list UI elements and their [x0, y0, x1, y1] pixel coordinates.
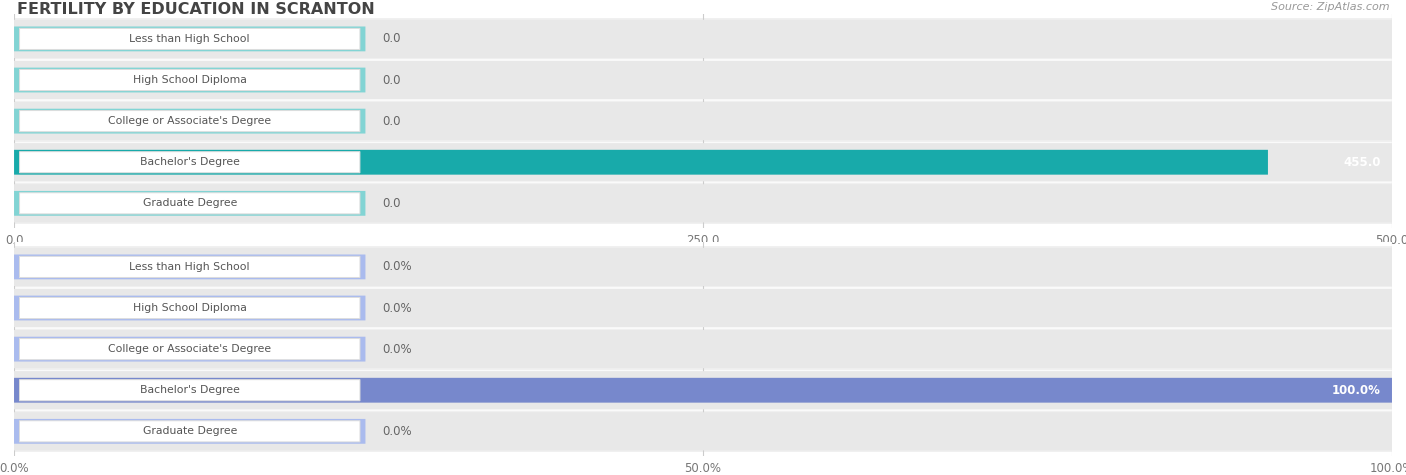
FancyBboxPatch shape [14, 184, 1392, 222]
Text: 455.0: 455.0 [1343, 156, 1381, 169]
Bar [14, 183, 1392, 224]
FancyBboxPatch shape [14, 102, 1392, 140]
FancyBboxPatch shape [20, 256, 360, 277]
FancyBboxPatch shape [14, 412, 1392, 450]
Bar [14, 287, 1392, 329]
Bar [14, 370, 1392, 411]
FancyBboxPatch shape [14, 371, 1392, 409]
Text: 0.0%: 0.0% [382, 425, 412, 438]
FancyBboxPatch shape [20, 421, 360, 442]
Text: FERTILITY BY EDUCATION IN SCRANTON: FERTILITY BY EDUCATION IN SCRANTON [17, 2, 374, 18]
FancyBboxPatch shape [20, 111, 360, 132]
FancyBboxPatch shape [14, 67, 366, 93]
FancyBboxPatch shape [14, 248, 1392, 286]
FancyBboxPatch shape [14, 191, 366, 216]
FancyBboxPatch shape [20, 152, 360, 173]
FancyBboxPatch shape [14, 419, 366, 444]
FancyBboxPatch shape [20, 193, 360, 214]
FancyBboxPatch shape [20, 339, 360, 360]
Text: Bachelor's Degree: Bachelor's Degree [139, 385, 239, 395]
FancyBboxPatch shape [14, 289, 1392, 327]
Text: College or Associate's Degree: College or Associate's Degree [108, 344, 271, 354]
Text: 100.0%: 100.0% [1331, 384, 1381, 397]
Text: 0.0: 0.0 [382, 197, 401, 210]
Text: 0.0: 0.0 [382, 32, 401, 46]
FancyBboxPatch shape [14, 20, 1392, 58]
FancyBboxPatch shape [14, 295, 366, 321]
Text: Less than High School: Less than High School [129, 34, 250, 44]
FancyBboxPatch shape [14, 337, 366, 361]
FancyBboxPatch shape [14, 150, 1268, 175]
Text: High School Diploma: High School Diploma [132, 75, 246, 85]
FancyBboxPatch shape [14, 27, 366, 51]
Text: College or Associate's Degree: College or Associate's Degree [108, 116, 271, 126]
FancyBboxPatch shape [20, 380, 360, 401]
Text: 0.0%: 0.0% [382, 302, 412, 314]
Text: Source: ZipAtlas.com: Source: ZipAtlas.com [1271, 2, 1389, 12]
FancyBboxPatch shape [14, 109, 366, 133]
FancyBboxPatch shape [14, 378, 1392, 403]
Text: Bachelor's Degree: Bachelor's Degree [139, 157, 239, 167]
FancyBboxPatch shape [20, 28, 360, 49]
FancyBboxPatch shape [14, 255, 366, 279]
FancyBboxPatch shape [14, 330, 1392, 368]
Text: 0.0%: 0.0% [382, 342, 412, 356]
Text: Graduate Degree: Graduate Degree [142, 427, 238, 437]
FancyBboxPatch shape [14, 143, 1392, 181]
Bar [14, 101, 1392, 142]
Bar [14, 329, 1392, 370]
Text: Less than High School: Less than High School [129, 262, 250, 272]
Text: High School Diploma: High School Diploma [132, 303, 246, 313]
FancyBboxPatch shape [20, 69, 360, 91]
FancyBboxPatch shape [14, 61, 1392, 99]
Bar [14, 142, 1392, 183]
Text: 0.0: 0.0 [382, 114, 401, 128]
FancyBboxPatch shape [20, 297, 360, 319]
Text: 0.0%: 0.0% [382, 260, 412, 274]
Text: 0.0: 0.0 [382, 74, 401, 86]
Text: Graduate Degree: Graduate Degree [142, 199, 238, 209]
Bar [14, 59, 1392, 101]
Bar [14, 411, 1392, 452]
Bar [14, 247, 1392, 287]
Bar [14, 19, 1392, 59]
